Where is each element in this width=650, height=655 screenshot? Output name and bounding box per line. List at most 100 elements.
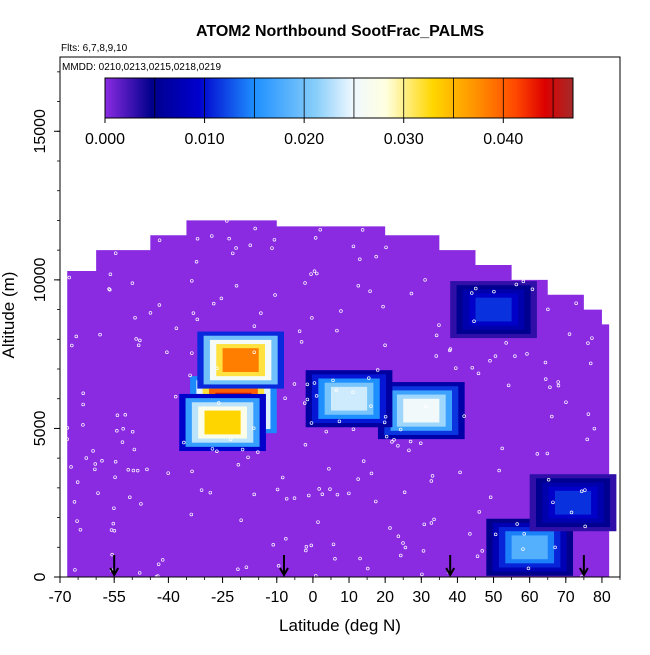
sample-point	[335, 328, 339, 333]
sample-point	[65, 426, 70, 430]
x-tick-label: -55	[103, 589, 126, 606]
sample-point	[335, 492, 340, 497]
sample-point	[551, 500, 555, 505]
sample-point	[421, 549, 426, 553]
sample-point	[309, 421, 314, 425]
sample-point	[515, 522, 519, 526]
sample-point	[256, 450, 260, 454]
sample-point	[234, 283, 239, 288]
sample-point	[317, 487, 321, 491]
sample-point	[458, 470, 462, 475]
sample-point	[434, 333, 439, 338]
sample-point	[324, 429, 329, 434]
sample-point	[383, 343, 387, 348]
sample-point	[592, 426, 597, 431]
sample-point	[396, 443, 400, 448]
sample-point	[305, 397, 310, 402]
sample-point	[84, 456, 89, 460]
sample-point	[132, 447, 137, 452]
sample-point	[302, 401, 307, 405]
x-tick-label: -70	[48, 589, 71, 606]
x-tick-label: 40	[449, 589, 467, 606]
sample-point	[437, 323, 441, 327]
x-tick-label: 60	[521, 589, 539, 606]
sample-point	[108, 272, 113, 276]
sample-point	[139, 502, 143, 506]
sample-point	[215, 449, 219, 454]
sample-point	[327, 466, 331, 471]
sample-point	[381, 304, 385, 309]
sample-point	[314, 394, 319, 398]
sample-point	[126, 468, 131, 472]
sample-point	[138, 338, 142, 343]
sample-point	[374, 254, 378, 259]
sample-point	[182, 440, 186, 445]
sample-point	[383, 414, 388, 419]
sample-point	[360, 228, 365, 232]
sample-point	[579, 489, 584, 494]
sample-point	[78, 527, 83, 532]
sample-point	[134, 337, 138, 341]
sample-point	[75, 480, 80, 484]
sample-point	[191, 311, 196, 315]
x-axis-label: Latitude (deg N)	[279, 616, 401, 635]
sample-point	[374, 499, 378, 504]
sample-point	[240, 447, 245, 452]
sample-point	[525, 352, 529, 356]
sample-point	[429, 521, 434, 525]
sample-point	[543, 360, 548, 365]
sample-point	[408, 439, 413, 444]
sample-point	[313, 573, 318, 577]
sample-point	[156, 574, 160, 577]
sample-point	[356, 477, 360, 481]
y-tick-label: 10000	[32, 258, 49, 303]
sample-point	[113, 475, 117, 479]
sample-point	[521, 547, 525, 551]
sample-point	[115, 413, 120, 418]
sample-point	[135, 468, 140, 473]
sample-point	[156, 562, 161, 566]
sample-point	[331, 378, 335, 383]
dates-subtitle: MMDD: 0210,0213,0215,0218,0219	[62, 62, 221, 73]
sample-point	[252, 350, 256, 354]
sample-point	[392, 437, 396, 442]
sample-point	[312, 381, 317, 385]
sample-point	[93, 467, 97, 472]
sample-point	[522, 531, 526, 536]
x-tick-label: 80	[593, 589, 611, 606]
sample-point	[569, 510, 574, 515]
sample-point	[504, 341, 508, 345]
sample-point	[230, 251, 235, 256]
sample-point	[69, 465, 73, 469]
sample-point	[244, 565, 249, 569]
sample-point	[477, 510, 482, 514]
sample-point	[272, 237, 277, 242]
sample-point	[270, 246, 274, 250]
colorbar-tick-label: 0.040	[483, 131, 523, 148]
sample-point	[567, 332, 572, 336]
heatmap-cell	[511, 535, 548, 560]
flights-subtitle: Flts: 6,7,8,9,10	[61, 43, 128, 54]
sample-point	[384, 434, 389, 439]
sample-point	[303, 442, 308, 447]
sample-point	[283, 396, 287, 400]
heatmap-cell	[554, 490, 592, 515]
sample-point	[409, 291, 414, 296]
sample-point	[190, 351, 194, 355]
sample-point	[292, 496, 297, 500]
sample-point	[113, 459, 118, 464]
sample-point	[130, 281, 135, 285]
sample-point	[497, 468, 501, 473]
sample-point	[157, 303, 162, 307]
sample-point	[236, 567, 240, 572]
sample-point	[454, 366, 458, 370]
sample-point	[530, 287, 535, 292]
sample-point	[109, 528, 114, 532]
sample-point	[351, 244, 356, 249]
sample-point	[358, 556, 362, 561]
sample-point	[432, 517, 436, 522]
sample-point	[318, 227, 323, 232]
x-tick-label: 20	[376, 589, 394, 606]
sample-point	[211, 301, 216, 306]
sample-point	[259, 311, 263, 315]
